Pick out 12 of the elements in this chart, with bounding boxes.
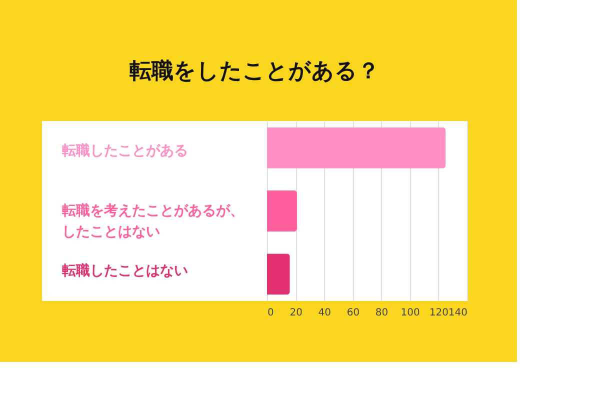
x-tick-label: 20 (290, 308, 302, 318)
x-tick-label: 140 (448, 308, 468, 318)
x-tick-label: 120 (429, 308, 448, 318)
y-tick-label: 転職したことはない (61, 262, 188, 279)
y-tick-label: 転職を考えたことがあるが、したことはない (61, 202, 244, 240)
x-tick-label: 0 (268, 308, 274, 318)
x-tick-label: 80 (375, 308, 388, 318)
x-tick-label: 100 (400, 308, 420, 318)
y-tick-label: 転職したことがある (61, 142, 188, 159)
x-tick-label: 40 (318, 308, 332, 318)
chart-title: 転職をしたことがある？ (130, 59, 380, 84)
x-tick-label: 60 (346, 308, 360, 318)
